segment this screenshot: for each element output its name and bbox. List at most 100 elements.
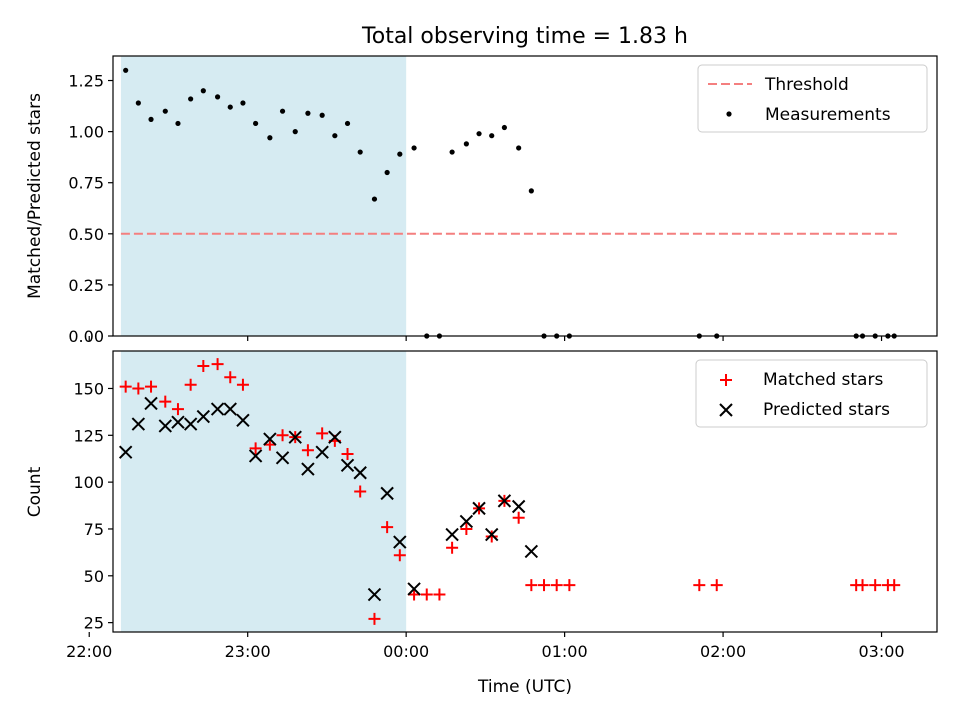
- matched-stars-point: [197, 359, 210, 372]
- measurements-point: [528, 188, 534, 194]
- matched-stars-point: [420, 588, 433, 601]
- chart-title: Total observing time = 1.83 h: [361, 24, 688, 49]
- matched-stars-point: [563, 579, 576, 592]
- matched-stars-point: [276, 429, 289, 442]
- measurements-point: [516, 145, 522, 151]
- measurements-point: [240, 100, 246, 106]
- measurements-point: [371, 196, 378, 202]
- x-tick-label: 03:00: [858, 642, 904, 661]
- matched-stars-point: [236, 378, 249, 391]
- x-tick-label: 02:00: [700, 642, 746, 661]
- measurements-point: [397, 151, 403, 157]
- measurements-point: [253, 120, 259, 127]
- y-tick-label: 150: [73, 379, 104, 398]
- predicted-stars-point: [171, 415, 185, 429]
- ratio-legend: Threshold Measurements: [697, 64, 928, 133]
- predicted-stars-point: [393, 535, 407, 549]
- x-tick-label: 00:00: [383, 642, 429, 661]
- x-tick-label: 23:00: [225, 642, 271, 661]
- measurements-legend-swatch: [726, 111, 732, 117]
- predicted-stars-point: [353, 466, 367, 480]
- matched-stars-point: [341, 448, 354, 461]
- matched-stars-point: [512, 511, 525, 524]
- matched-stars-point: [433, 588, 446, 601]
- y-tick-label: 0.00: [68, 327, 104, 346]
- predicted-stars-point: [118, 445, 133, 459]
- measurements-legend-label: Measurements: [765, 105, 891, 125]
- matched-stars-point: [485, 530, 498, 543]
- panel1-y-axis-label: Matched/Predicted stars: [25, 93, 45, 299]
- matched-stars-legend-swatch: [720, 374, 732, 386]
- measurements-point: [501, 124, 507, 131]
- y-tick-label: 25: [84, 614, 104, 633]
- matched-stars-point: [525, 579, 538, 592]
- x-tick-label: 01:00: [542, 642, 588, 661]
- measurements-point: [292, 129, 298, 135]
- predicted-stars-point: [407, 582, 421, 596]
- matched-stars-point: [224, 371, 237, 384]
- predicted-stars-point: [380, 486, 394, 501]
- matched-stars-point: [381, 521, 394, 534]
- matched-stars-point: [145, 380, 158, 393]
- matched-stars-point: [888, 579, 901, 592]
- measurements-point: [319, 112, 325, 118]
- y-tick-label: 125: [73, 426, 104, 445]
- measurements-point: [357, 149, 363, 155]
- measurements-point: [344, 120, 351, 127]
- measurements-point: [135, 100, 141, 106]
- matched-stars-point: [184, 378, 197, 391]
- measurements-point: [279, 108, 286, 114]
- x-axis-label: Time (UTC): [477, 677, 572, 697]
- predicted-stars-point: [367, 587, 382, 602]
- x-tick-label: 22:00: [66, 642, 112, 661]
- measurements-point: [411, 145, 417, 151]
- measurements-point: [449, 149, 455, 155]
- measurements-point: [227, 104, 233, 110]
- predicted-stars-point: [210, 402, 225, 416]
- count-panel: 25 50 75 100 125 150 22:00 23:00 00:00 01:00 02:00…: [66, 350, 938, 661]
- predicted-stars-point: [131, 417, 146, 431]
- count-legend: Matched stars Predicted stars: [695, 359, 928, 428]
- matched-stars-legend-label: Matched stars: [763, 370, 883, 390]
- matched-stars-point: [460, 522, 473, 535]
- y-tick-label: 50: [84, 567, 104, 586]
- axes-frame: [112, 55, 938, 337]
- predicted-stars-point: [497, 494, 512, 508]
- y-tick-label: 100: [73, 473, 104, 492]
- axes-frame: [112, 350, 938, 633]
- matched-stars-point: [171, 403, 184, 416]
- predicted-stars-point: [485, 527, 499, 542]
- predicted-stars-point: [524, 544, 539, 559]
- y-tick-label: 75: [84, 520, 104, 539]
- measurements-point: [305, 110, 311, 116]
- predicted-stars-point: [248, 449, 263, 463]
- predicted-stars-point: [328, 430, 342, 444]
- predicted-stars-point: [288, 430, 302, 444]
- threshold-legend-label: Threshold: [764, 75, 849, 95]
- observing-span: [120, 56, 407, 336]
- predicted-stars-point: [196, 409, 211, 424]
- matched-stars-point: [869, 579, 882, 592]
- measurements-point: [200, 88, 206, 94]
- panel2-y-axis-label: Count: [25, 466, 45, 517]
- predicted-stars-point: [144, 396, 158, 411]
- measurements-point: [489, 133, 495, 139]
- predicted-stars-point: [263, 432, 277, 446]
- matched-stars-point: [354, 485, 367, 498]
- legend-frame: [697, 64, 928, 133]
- predicted-stars-point: [315, 445, 329, 459]
- predicted-stars-point: [236, 413, 250, 428]
- measurements-point: [267, 135, 273, 141]
- predicted-stars-point: [511, 499, 526, 514]
- matched-stars-point: [538, 579, 551, 592]
- predicted-stars-point: [301, 462, 315, 476]
- matched-stars-point: [693, 579, 706, 592]
- predicted-stars-point: [158, 419, 172, 433]
- matched-stars-point: [368, 612, 381, 625]
- measurements-point: [148, 116, 154, 122]
- y-tick-label: 1.25: [68, 72, 104, 91]
- ratio-panel: 0.00 0.25 0.50 0.75 1.00 1.25: [68, 55, 938, 346]
- predicted-stars-point: [340, 458, 355, 472]
- legend-frame: [695, 359, 928, 428]
